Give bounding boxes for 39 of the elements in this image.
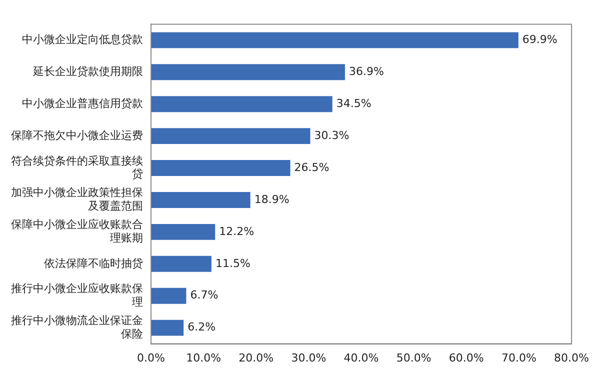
data-label: 12.2% bbox=[219, 224, 254, 238]
bar bbox=[151, 64, 345, 80]
x-tick-label: 0.0% bbox=[137, 351, 165, 364]
bar bbox=[151, 320, 184, 336]
data-label: 26.5% bbox=[294, 160, 330, 174]
x-tick-label: 50.0% bbox=[396, 351, 432, 364]
y-tick-label: 保障不拖欠中小微企业运费 bbox=[11, 128, 143, 142]
bar bbox=[151, 32, 518, 48]
data-label: 36.9% bbox=[348, 65, 384, 78]
data-label: 69.9% bbox=[522, 33, 558, 46]
y-tick-label: 保障中小微企业应收账款合理账期 bbox=[11, 218, 143, 244]
y-tick-label: 依法保障不临时抽贷 bbox=[44, 256, 143, 270]
y-tick-label: 中小微企业定向低息贷款 bbox=[22, 33, 143, 46]
bar bbox=[151, 160, 290, 176]
data-label: 6.2% bbox=[188, 320, 216, 334]
x-tick-label: 80.0% bbox=[554, 351, 590, 364]
bar bbox=[151, 128, 310, 144]
data-label: 18.9% bbox=[254, 192, 290, 206]
data-label: 11.5% bbox=[215, 256, 250, 270]
x-tick-label: 20.0% bbox=[238, 351, 274, 364]
bar bbox=[151, 256, 212, 272]
data-label: 30.3% bbox=[314, 128, 350, 142]
x-tick-label: 40.0% bbox=[344, 351, 379, 364]
data-label: 34.5% bbox=[336, 96, 372, 110]
x-tick-label: 30.0% bbox=[291, 351, 326, 364]
data-label: 6.7% bbox=[190, 288, 218, 302]
y-tick-label: 推行中小微企业应收账款保理 bbox=[11, 282, 143, 308]
bar bbox=[151, 224, 216, 240]
y-tick-label: 中小微企业普惠信用贷款 bbox=[22, 96, 143, 110]
x-tick-label: 60.0% bbox=[448, 351, 484, 364]
y-tick-label: 推行中小微物流企业保证金保险 bbox=[11, 314, 143, 340]
bar bbox=[151, 192, 250, 208]
y-tick-label: 加强中小微企业政策性担保及覆盖范围 bbox=[11, 186, 143, 212]
y-tick-label: 延长企业贷款使用期限 bbox=[32, 65, 143, 78]
bar bbox=[151, 288, 186, 304]
x-tick-label: 70.0% bbox=[501, 351, 536, 364]
x-tick-label: 10.0% bbox=[186, 351, 222, 364]
y-tick-label: 符合续贷条件的采取直接续贷 bbox=[11, 154, 143, 180]
bar bbox=[151, 96, 332, 112]
